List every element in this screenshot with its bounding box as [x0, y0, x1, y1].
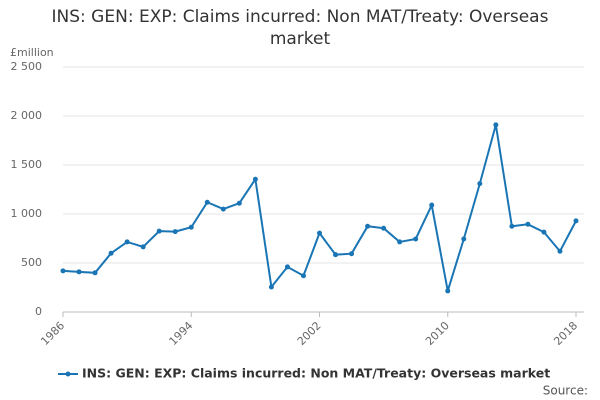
point — [172, 229, 178, 235]
point — [92, 270, 98, 276]
y-tick-label: 2 500 — [11, 60, 43, 73]
point — [557, 248, 563, 254]
point — [124, 239, 130, 245]
point — [236, 200, 242, 206]
point — [365, 223, 371, 229]
point — [300, 273, 306, 279]
point — [349, 251, 355, 257]
point — [573, 218, 579, 224]
point — [541, 229, 547, 235]
y-tick-label: 1 500 — [11, 158, 43, 171]
point — [493, 122, 499, 128]
line — [62, 124, 577, 292]
point — [413, 236, 419, 242]
point — [461, 236, 467, 242]
point — [509, 223, 515, 229]
source: Source: — [543, 384, 588, 398]
x-tick-label: 2018 — [551, 319, 580, 348]
point — [397, 239, 403, 245]
point — [381, 225, 387, 231]
point — [284, 264, 290, 270]
x-tick-label: 2002 — [295, 319, 324, 348]
point — [156, 228, 162, 234]
legend-marker — [65, 371, 71, 377]
point — [188, 224, 194, 230]
y-tick-label: 2 000 — [11, 109, 43, 122]
point — [76, 269, 82, 275]
y-axis-label: £million — [10, 46, 54, 59]
point — [525, 221, 531, 227]
point — [220, 206, 226, 212]
x-tick-label: 1994 — [167, 319, 196, 348]
y-tick-label: 1 000 — [11, 207, 43, 220]
point — [429, 202, 435, 208]
point — [445, 288, 451, 294]
legend-label: INS: GEN: EXP: Claims incurred: Non MAT/… — [82, 366, 550, 381]
point — [252, 176, 258, 182]
point — [60, 268, 66, 274]
point — [317, 230, 322, 236]
y-tick-label: 500 — [21, 256, 42, 269]
point — [333, 252, 339, 258]
point — [477, 181, 483, 187]
chart-title: INS: GEN: EXP: Claims incurred: Non MAT/… — [52, 7, 549, 49]
point — [108, 250, 114, 256]
point — [204, 199, 210, 205]
y-tick-label: 0 — [35, 305, 42, 318]
x-tick-label: 1986 — [38, 319, 67, 348]
point — [140, 244, 146, 250]
point — [268, 284, 274, 290]
x-tick-label: 2010 — [423, 319, 452, 348]
